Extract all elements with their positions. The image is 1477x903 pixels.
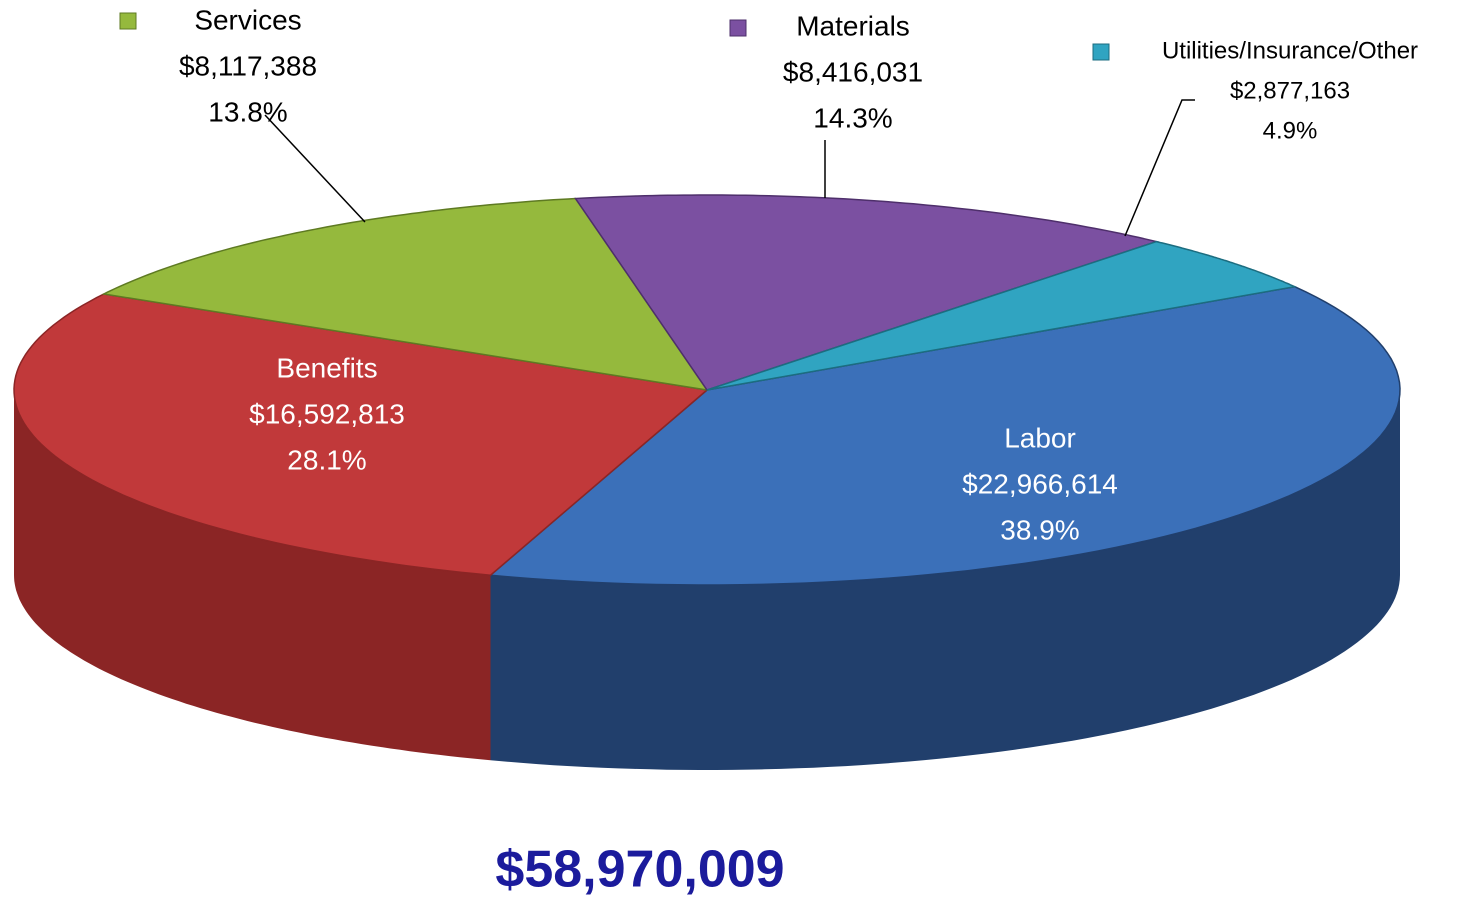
slice-value-label: $2,877,163 [1230,77,1350,104]
slice-name: Labor [1004,422,1076,453]
pie-slice-side [14,390,491,761]
slice-percent-label: 28.1% [287,444,366,475]
leader-line [1124,99,1195,237]
slice-percent-label: 38.9% [1000,514,1079,545]
slice-percent-label: 4.9% [1263,117,1318,144]
pie-sides [14,390,1400,770]
slice-name: Services [194,4,301,35]
slice-value-label: $8,416,031 [783,56,923,87]
slice-percent-label: 14.3% [813,102,892,133]
pie-slice [488,285,1401,586]
leader-line [264,114,366,223]
pie [13,194,1401,770]
legend-marker [119,12,137,30]
total-label: $58,970,009 [495,841,784,899]
pie-slice [706,240,1298,391]
legend-marker [729,19,747,37]
pie-slice [101,197,709,392]
slice-percent-label: 13.8% [208,96,287,127]
pie-slice-side [490,390,1400,770]
slice-value-label: $16,592,813 [249,398,405,429]
legend-marker [1092,43,1110,61]
slice-name: Utilities/Insurance/Other [1162,37,1418,64]
leader-lines [264,99,1195,237]
pie-tops [13,194,1401,586]
slice-value-label: $22,966,614 [962,468,1118,499]
pie-slice [13,293,709,576]
slice-name: Benefits [276,352,377,383]
slice-name: Materials [796,10,910,41]
pie-slice [574,194,1160,391]
slice-value-label: $8,117,388 [179,50,317,81]
